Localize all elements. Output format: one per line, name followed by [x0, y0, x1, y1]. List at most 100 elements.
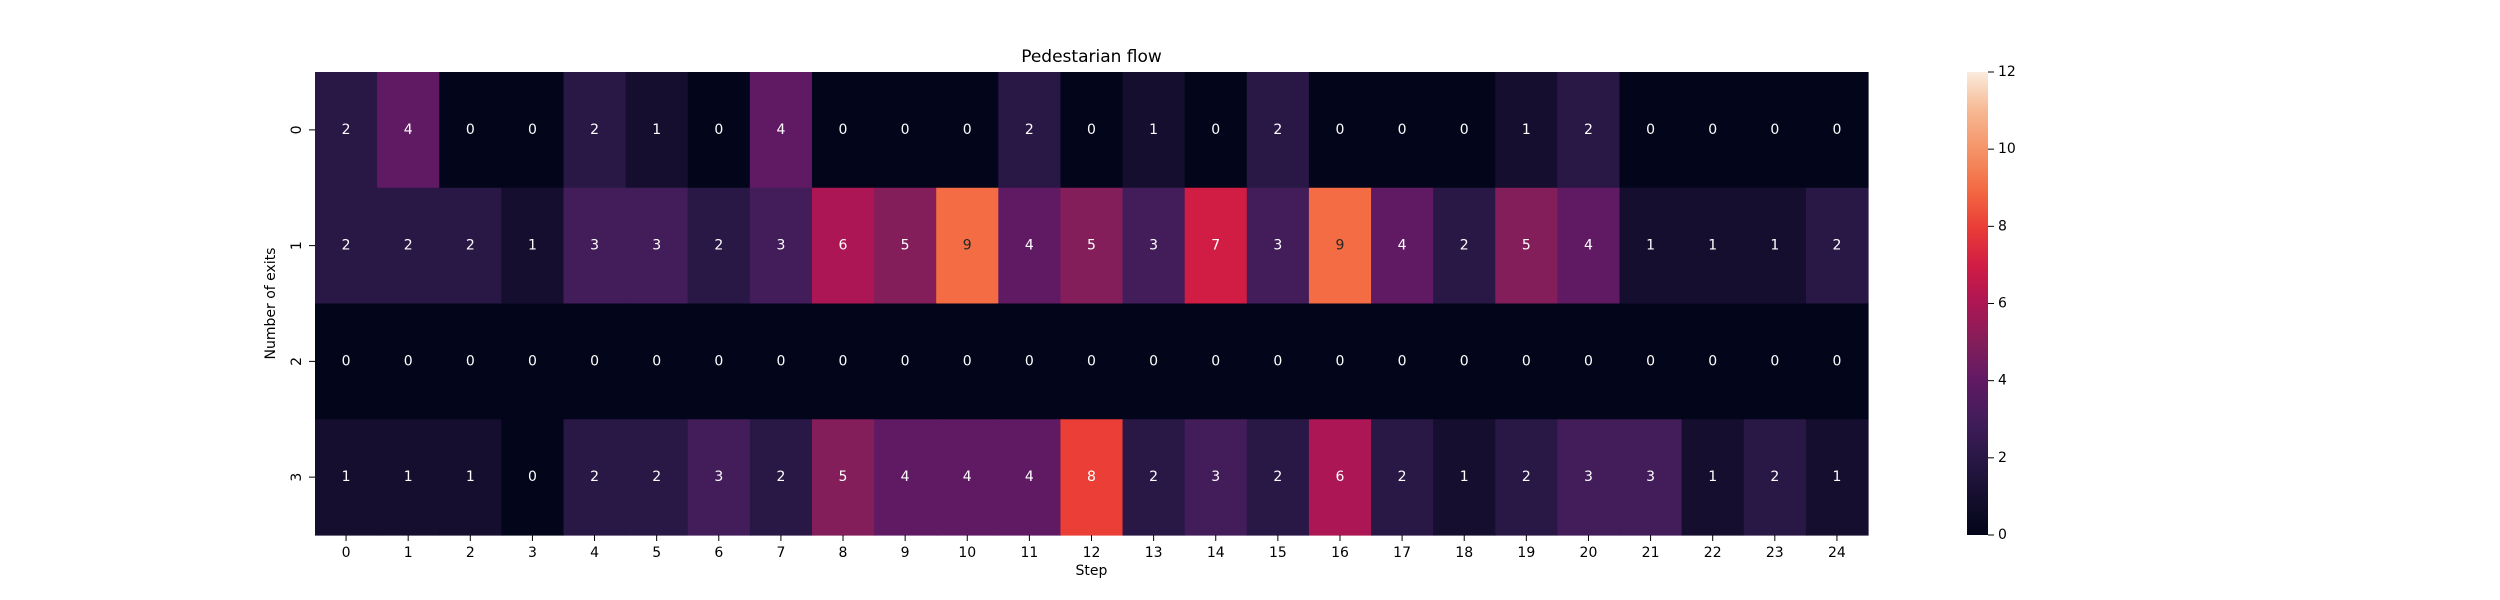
cell-value-label: 0	[1149, 353, 1158, 369]
heatmap-cell	[1495, 303, 1558, 420]
x-tick-label: 12	[1083, 545, 1101, 561]
cell-value-label: 1	[1708, 469, 1717, 485]
heatmap-cell	[749, 303, 813, 420]
heatmap-cell	[439, 72, 502, 189]
colorbar-tick-label: 4	[1998, 373, 2007, 389]
heatmap-cell	[1371, 419, 1434, 536]
cell-value-label: 0	[652, 353, 661, 369]
heatmap-cell	[1681, 187, 1745, 305]
cell-value-label: 2	[590, 469, 599, 485]
heatmap-cell	[563, 72, 627, 189]
cell-value-label: 0	[1522, 353, 1531, 369]
heatmap-cell	[1184, 72, 1248, 189]
cell-value-label: 0	[1832, 353, 1841, 369]
cell-value-label: 0	[1211, 353, 1220, 369]
heatmap-cell	[315, 72, 378, 189]
heatmap-cell	[811, 72, 875, 189]
heatmap-cell	[439, 419, 502, 536]
cell-value-label: 6	[1336, 469, 1345, 485]
x-tick-label: 1	[404, 545, 413, 561]
heatmap-cell	[1433, 187, 1496, 305]
heatmap-cell	[1184, 187, 1248, 305]
cell-value-label: 0	[963, 122, 972, 138]
heatmap-cell	[1805, 303, 1869, 420]
colorbar: 0 2 4 6 8 10 12	[1967, 64, 2016, 543]
cell-value-label: 1	[1460, 469, 1469, 485]
x-tick-label: 10	[958, 545, 976, 561]
x-tick-label: 14	[1207, 545, 1225, 561]
heatmap-cell	[501, 72, 565, 189]
cell-value-label: 8	[1087, 469, 1096, 485]
heatmap-cell	[874, 419, 937, 536]
heatmap-cell	[687, 419, 751, 536]
cell-value-label: 9	[963, 238, 972, 254]
heatmap-cell	[687, 187, 751, 305]
heatmap-cell	[1308, 419, 1372, 536]
cell-value-label: 0	[901, 122, 910, 138]
heatmap-cell	[1122, 187, 1186, 305]
heatmap-cell	[625, 72, 689, 189]
heatmap-cell	[1122, 419, 1186, 536]
cell-value-label: 1	[528, 238, 537, 254]
heatmap-cell	[1743, 72, 1807, 189]
heatmap-cell	[1805, 419, 1869, 536]
heatmap-cell	[1557, 419, 1621, 536]
heatmap-cell	[1060, 303, 1124, 420]
cell-value-label: 2	[1584, 122, 1593, 138]
heatmap-cell	[1495, 187, 1558, 305]
cell-value-label: 4	[1025, 238, 1034, 254]
cell-value-label: 1	[466, 469, 475, 485]
heatmap-cell	[1246, 187, 1310, 305]
cell-value-label: 2	[1398, 469, 1407, 485]
cell-value-label: 7	[1211, 238, 1220, 254]
heatmap-cell	[1557, 72, 1621, 189]
cell-value-label: 0	[839, 122, 848, 138]
cell-value-label: 1	[1522, 122, 1531, 138]
cell-value-label: 2	[1025, 122, 1034, 138]
colorbar-tick-label: 8	[1998, 218, 2007, 234]
colorbar-tick-label: 2	[1998, 450, 2007, 466]
x-tick-label: 17	[1393, 545, 1411, 561]
heatmap-cell	[1681, 419, 1745, 536]
colorbar-tick-label: 6	[1998, 296, 2007, 312]
cell-value-label: 9	[1336, 238, 1345, 254]
heatmap-cell	[1557, 187, 1621, 305]
heatmap-cell	[1122, 72, 1186, 189]
cell-value-label: 5	[839, 469, 848, 485]
heatmap-cell	[936, 419, 999, 536]
heatmap-cell	[811, 419, 875, 536]
cell-value-label: 0	[1087, 122, 1096, 138]
heatmap-cell	[1246, 419, 1310, 536]
heatmap-cell	[1433, 303, 1496, 420]
cell-value-label: 3	[1211, 469, 1220, 485]
cell-value-label: 1	[1646, 238, 1655, 254]
cell-value-label: 4	[901, 469, 910, 485]
cell-value-label: 3	[1273, 238, 1282, 254]
y-tick-label: 1	[289, 241, 305, 250]
cell-value-label: 4	[1025, 469, 1034, 485]
heatmap-cell	[874, 303, 937, 420]
heatmap-cell	[377, 419, 440, 536]
heatmap-cell	[377, 72, 440, 189]
heatmap-cell	[687, 303, 751, 420]
heatmap-cell	[811, 187, 875, 305]
cell-value-label: 0	[466, 353, 475, 369]
cell-value-label: 0	[466, 122, 475, 138]
heatmap-cell	[439, 303, 502, 420]
x-axis-title: Step	[1076, 563, 1108, 579]
heatmap-cell	[1308, 303, 1372, 420]
heatmap-cell	[1805, 187, 1869, 305]
heatmap-cells: 2 4 0 0 2 1 0 4 0 0 0 2 0 1 0 2 0 0 0 1 2 0 0 0 0 2 2 2 1 3 3 2 3 6 5 9 4 5 3 7…	[315, 72, 1869, 536]
heatmap-cell	[998, 303, 1062, 420]
cell-value-label: 0	[1025, 353, 1034, 369]
x-tick-label: 5	[652, 545, 661, 561]
cell-value-label: 0	[528, 469, 537, 485]
cell-value-label: 3	[590, 238, 599, 254]
heatmap-cell	[501, 303, 565, 420]
x-tick-label: 16	[1331, 545, 1349, 561]
cell-value-label: 0	[1336, 122, 1345, 138]
heatmap-cell	[998, 187, 1062, 305]
cell-value-label: 3	[652, 238, 661, 254]
cell-value-label: 2	[342, 122, 351, 138]
